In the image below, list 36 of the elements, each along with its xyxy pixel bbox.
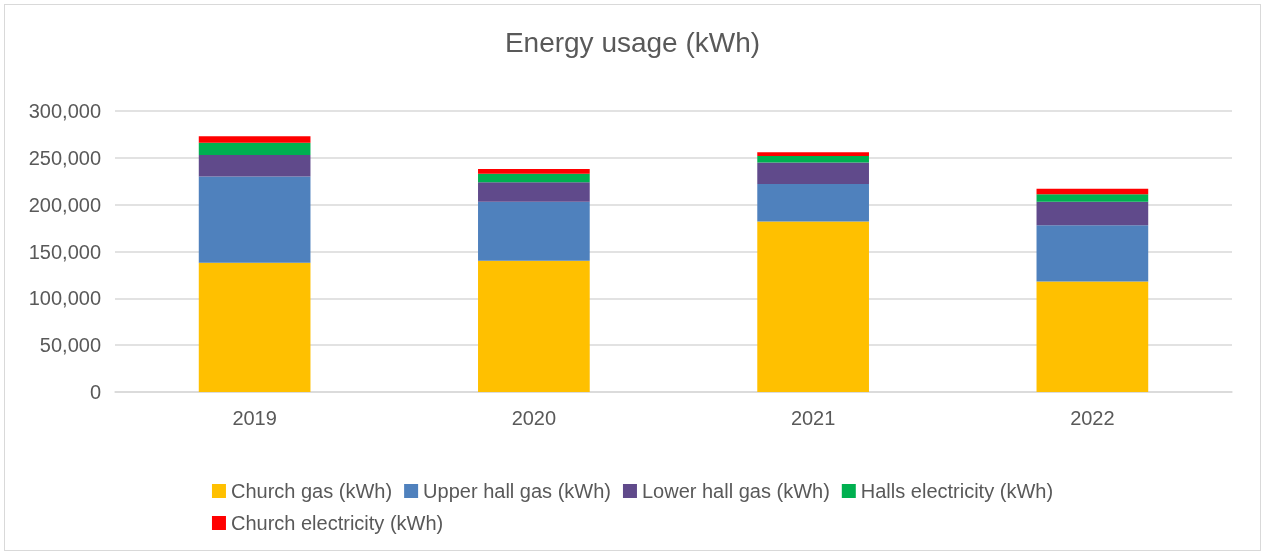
bar: [757, 152, 869, 156]
bar: [478, 169, 590, 174]
bar: [1036, 194, 1149, 202]
bar: [757, 162, 869, 185]
bar: [1036, 281, 1149, 392]
bar: [198, 262, 311, 392]
chart-title: Energy usage (kWh): [504, 26, 761, 58]
legend-label: Lower hall gas (kWh): [641, 480, 830, 502]
bar: [478, 201, 590, 261]
legend-label: Church electricity (kWh): [230, 512, 444, 534]
y-tick-label: 50,000: [39, 334, 101, 357]
legend-label: Halls electricity (kWh): [860, 480, 1054, 502]
x-tick-label: 2020: [511, 407, 557, 429]
bar: [198, 155, 311, 177]
y-tick-label: 0: [89, 381, 101, 403]
bar: [757, 184, 869, 222]
y-tick-label: 100,000: [28, 287, 101, 310]
bar: [198, 142, 311, 156]
y-tick-label: 250,000: [28, 146, 101, 169]
bar: [478, 173, 590, 183]
bar: [198, 176, 311, 263]
y-tick-label: 200,000: [28, 193, 101, 216]
legend-label: Church gas (kWh): [230, 480, 393, 502]
y-tick-label: 300,000: [28, 100, 101, 122]
x-tick-label: 2022: [1070, 407, 1115, 429]
bar: [478, 182, 590, 202]
y-tick-label: 150,000: [28, 240, 101, 263]
x-tick-label: 2019: [232, 407, 277, 429]
legend-label: Upper hall gas (kWh): [423, 480, 611, 502]
bar: [1036, 201, 1149, 226]
bar: [757, 221, 869, 392]
bar: [1036, 225, 1149, 282]
x-tick-label: 2021: [790, 407, 836, 429]
bar: [757, 155, 869, 163]
bar: [478, 260, 590, 392]
bar: [198, 136, 311, 143]
